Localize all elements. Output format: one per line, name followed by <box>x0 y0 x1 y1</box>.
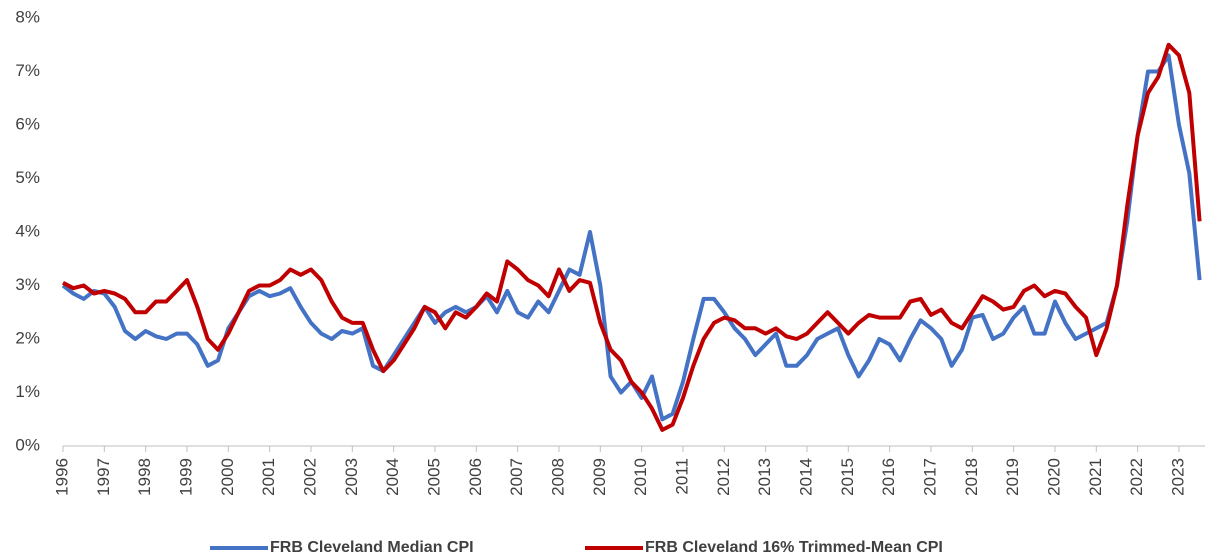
x-tick-label: 2007 <box>507 458 526 496</box>
x-tick-label: 2022 <box>1127 458 1146 496</box>
x-tick-label: 2004 <box>383 458 402 496</box>
y-tick-label: 6% <box>15 114 40 133</box>
x-tick-label: 1998 <box>135 458 154 496</box>
x-tick-label: 2023 <box>1168 458 1187 496</box>
x-tick-label: 2011 <box>672 458 691 495</box>
x-tick-label: 2020 <box>1044 458 1063 496</box>
x-tick-label: 1996 <box>52 458 71 496</box>
x-tick-label: 2006 <box>466 458 485 496</box>
x-tick-label: 2019 <box>1003 458 1022 496</box>
series-line <box>61 53 1202 422</box>
x-tick-label: 2002 <box>300 458 319 496</box>
x-tick-label: 2001 <box>259 458 278 496</box>
series-line <box>62 42 1202 432</box>
y-tick-label: 4% <box>15 221 40 240</box>
x-tick-label: 2010 <box>631 458 650 496</box>
y-tick-label: 1% <box>15 382 40 401</box>
y-tick-label: 0% <box>15 435 40 454</box>
y-tick-label: 2% <box>15 328 40 347</box>
y-tick-label: 3% <box>15 275 40 294</box>
x-tick-label: 2015 <box>838 458 857 496</box>
x-tick-label: 2017 <box>920 458 939 496</box>
x-tick-label: 2013 <box>755 458 774 496</box>
x-tick-label: 1997 <box>94 458 113 496</box>
x-tick-label: 2000 <box>218 458 237 496</box>
x-tick-label: 1999 <box>176 458 195 496</box>
x-tick-label: 2009 <box>590 458 609 496</box>
legend-label: FRB Cleveland 16% Trimmed-Mean CPI <box>645 539 943 556</box>
x-tick-label: 2014 <box>796 458 815 496</box>
y-tick-label: 8% <box>15 7 40 26</box>
x-tick-label: 2016 <box>879 458 898 496</box>
y-tick-label: 5% <box>15 168 40 187</box>
x-tick-label: 2012 <box>714 458 733 496</box>
x-tick-label: 2021 <box>1086 458 1105 496</box>
y-tick-label: 7% <box>15 61 40 80</box>
x-tick-label: 2005 <box>424 458 443 496</box>
x-tick-label: 2008 <box>548 458 567 496</box>
x-tick-label: 2018 <box>962 458 981 496</box>
x-tick-label: 2003 <box>342 458 361 496</box>
legend-label: FRB Cleveland Median CPI <box>270 539 474 556</box>
